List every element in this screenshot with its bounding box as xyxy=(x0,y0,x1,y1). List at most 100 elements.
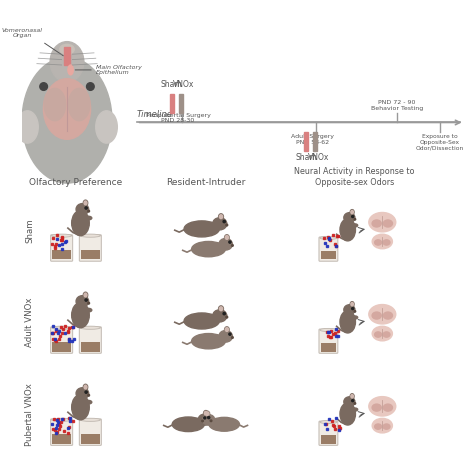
Circle shape xyxy=(231,337,233,338)
Ellipse shape xyxy=(383,312,392,319)
Ellipse shape xyxy=(372,419,392,433)
Ellipse shape xyxy=(352,408,358,411)
Circle shape xyxy=(204,417,206,419)
Ellipse shape xyxy=(219,215,223,219)
Bar xyxy=(313,132,318,151)
Ellipse shape xyxy=(191,241,225,257)
Text: Timeline: Timeline xyxy=(137,110,173,119)
Bar xyxy=(53,342,71,352)
Circle shape xyxy=(229,241,231,243)
Text: VNOx: VNOx xyxy=(173,80,194,89)
Ellipse shape xyxy=(219,238,232,250)
Text: Adult VNOx: Adult VNOx xyxy=(25,298,34,347)
Ellipse shape xyxy=(85,216,92,220)
Ellipse shape xyxy=(340,403,356,425)
Ellipse shape xyxy=(352,316,358,319)
Ellipse shape xyxy=(76,388,89,399)
Ellipse shape xyxy=(320,420,337,424)
Text: Exposure to
Opposite-Sex
Odor/Dissection: Exposure to Opposite-Sex Odor/Dissection xyxy=(416,134,464,150)
Circle shape xyxy=(85,391,87,393)
Text: Pubertal VNOx: Pubertal VNOx xyxy=(25,383,34,446)
Ellipse shape xyxy=(351,210,354,214)
Ellipse shape xyxy=(209,417,239,431)
Circle shape xyxy=(208,417,210,419)
Ellipse shape xyxy=(198,414,211,425)
Ellipse shape xyxy=(172,417,204,432)
Ellipse shape xyxy=(68,88,90,121)
Ellipse shape xyxy=(17,111,38,143)
FancyBboxPatch shape xyxy=(319,329,338,353)
Ellipse shape xyxy=(350,394,354,399)
Ellipse shape xyxy=(204,410,208,416)
Ellipse shape xyxy=(372,404,381,411)
Ellipse shape xyxy=(52,234,72,237)
Bar xyxy=(321,251,336,259)
Ellipse shape xyxy=(383,332,390,337)
Circle shape xyxy=(87,83,94,91)
Ellipse shape xyxy=(225,235,229,240)
Ellipse shape xyxy=(351,394,354,398)
Bar xyxy=(179,94,182,113)
Ellipse shape xyxy=(22,57,112,183)
Circle shape xyxy=(85,207,87,209)
Ellipse shape xyxy=(383,404,392,411)
Circle shape xyxy=(352,400,354,401)
Ellipse shape xyxy=(383,240,390,245)
Circle shape xyxy=(229,333,231,335)
Bar xyxy=(81,250,100,259)
Ellipse shape xyxy=(369,212,396,232)
Ellipse shape xyxy=(213,310,227,322)
Ellipse shape xyxy=(84,201,87,205)
Ellipse shape xyxy=(83,200,88,206)
Ellipse shape xyxy=(52,418,72,421)
Circle shape xyxy=(354,219,356,220)
Ellipse shape xyxy=(206,412,209,415)
Circle shape xyxy=(223,220,225,223)
FancyBboxPatch shape xyxy=(79,327,101,353)
Circle shape xyxy=(88,302,90,304)
Text: Vomeronasal
Organ: Vomeronasal Organ xyxy=(1,27,43,38)
Text: Sham: Sham xyxy=(25,218,34,243)
Ellipse shape xyxy=(383,220,392,227)
Ellipse shape xyxy=(84,293,87,297)
Bar xyxy=(170,94,173,113)
Ellipse shape xyxy=(369,397,396,416)
Ellipse shape xyxy=(372,326,392,341)
Ellipse shape xyxy=(340,311,356,333)
Text: Resident-Intruder: Resident-Intruder xyxy=(166,178,246,187)
Ellipse shape xyxy=(83,292,88,298)
Ellipse shape xyxy=(72,395,89,420)
Ellipse shape xyxy=(320,237,337,239)
Circle shape xyxy=(226,224,228,226)
Circle shape xyxy=(40,83,47,91)
Ellipse shape xyxy=(225,328,228,331)
Circle shape xyxy=(85,299,87,301)
Bar xyxy=(53,434,71,444)
Ellipse shape xyxy=(84,385,87,389)
Text: PND 72 - 90
Behavior Testing: PND 72 - 90 Behavior Testing xyxy=(371,100,423,111)
Ellipse shape xyxy=(372,234,392,249)
Ellipse shape xyxy=(83,384,88,390)
FancyBboxPatch shape xyxy=(51,419,73,446)
Ellipse shape xyxy=(219,306,223,312)
Ellipse shape xyxy=(374,332,382,337)
Circle shape xyxy=(231,245,233,246)
FancyBboxPatch shape xyxy=(319,237,338,261)
Ellipse shape xyxy=(320,328,337,331)
Text: Adult Surgery
PND 58-62: Adult Surgery PND 58-62 xyxy=(291,134,334,145)
Ellipse shape xyxy=(184,221,219,237)
Ellipse shape xyxy=(60,45,74,54)
Ellipse shape xyxy=(369,305,396,324)
Ellipse shape xyxy=(219,307,223,311)
Ellipse shape xyxy=(351,302,354,306)
FancyBboxPatch shape xyxy=(51,327,73,353)
Text: Olfactory Preference: Olfactory Preference xyxy=(29,178,123,187)
Ellipse shape xyxy=(44,88,66,121)
Ellipse shape xyxy=(85,309,92,312)
Ellipse shape xyxy=(202,415,215,425)
Ellipse shape xyxy=(80,234,100,237)
Circle shape xyxy=(352,308,354,310)
Ellipse shape xyxy=(344,213,355,223)
Ellipse shape xyxy=(225,327,229,332)
Ellipse shape xyxy=(219,214,223,219)
